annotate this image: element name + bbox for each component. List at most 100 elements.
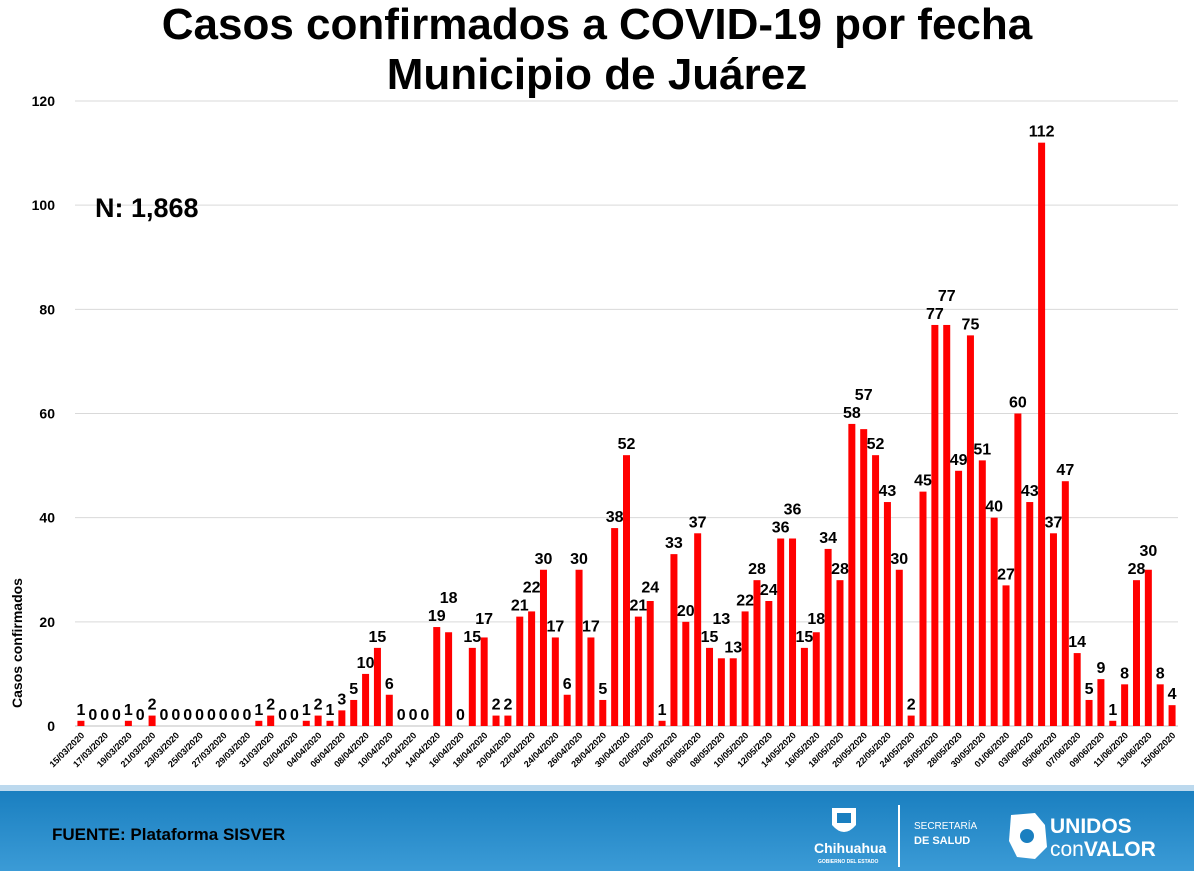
bar	[872, 455, 880, 726]
data-label: 2	[314, 697, 323, 714]
con-text: con	[1050, 838, 1084, 861]
bar	[77, 720, 85, 726]
data-label: 57	[855, 387, 873, 404]
bar	[599, 699, 607, 726]
bar	[966, 335, 974, 726]
bar	[373, 647, 381, 726]
data-label: 14	[1068, 634, 1086, 651]
title-line-2: Municipio de Juárez	[386, 50, 808, 99]
chart-title: Casos confirmados a COVID-19 por fecha M…	[0, 0, 1194, 100]
bar	[694, 533, 702, 726]
bar	[468, 647, 476, 726]
bar	[1156, 684, 1164, 726]
data-label: 17	[546, 618, 564, 635]
data-label: 5	[1085, 681, 1094, 698]
data-label: 38	[606, 509, 624, 526]
data-label: 0	[88, 707, 97, 724]
y-tick-label: 100	[32, 197, 56, 213]
data-label: 0	[112, 707, 121, 724]
data-label: 2	[503, 697, 512, 714]
bar	[789, 538, 797, 726]
bar	[516, 616, 524, 726]
data-label: 1	[124, 702, 133, 719]
bar	[824, 548, 832, 726]
bar	[528, 611, 536, 726]
data-label: 77	[926, 306, 944, 323]
bar	[848, 423, 856, 726]
data-label: 0	[171, 707, 180, 724]
data-label: 0	[231, 707, 240, 724]
data-label: 17	[582, 618, 600, 635]
data-label: 0	[409, 707, 418, 724]
data-label: 2	[492, 697, 501, 714]
data-label: 20	[677, 603, 695, 620]
bar	[753, 580, 761, 726]
data-label: 8	[1156, 665, 1165, 682]
salud-text: DE SALUD	[914, 835, 971, 847]
data-label: 19	[428, 608, 446, 625]
data-label: 2	[266, 697, 275, 714]
bar	[931, 324, 939, 726]
data-label: 33	[665, 535, 683, 552]
bar	[1085, 699, 1093, 726]
bar	[445, 632, 453, 726]
bar	[860, 429, 868, 726]
data-label: 30	[890, 551, 908, 568]
data-label: 22	[523, 580, 541, 597]
bar	[1073, 653, 1081, 726]
data-label: 13	[712, 611, 730, 628]
bar	[302, 720, 310, 726]
bar	[682, 621, 690, 726]
data-label: 24	[641, 580, 659, 597]
bar	[1026, 502, 1034, 726]
data-label: 0	[100, 707, 109, 724]
data-label: 27	[997, 566, 1015, 583]
logo-divider	[898, 805, 900, 867]
bar	[1121, 684, 1129, 726]
state-map-icon	[1009, 813, 1047, 859]
data-label: 75	[962, 316, 980, 333]
bar	[646, 601, 654, 726]
valor-text: VALOR	[1083, 838, 1156, 861]
data-label: 15	[796, 629, 814, 646]
bar	[943, 324, 951, 726]
bar	[623, 455, 630, 726]
bar	[978, 460, 986, 726]
bar	[741, 611, 749, 726]
data-label: 5	[598, 681, 607, 698]
bar	[883, 502, 891, 726]
data-label: 9	[1096, 660, 1105, 677]
data-label: 0	[219, 707, 228, 724]
data-label: 28	[748, 561, 766, 578]
bar	[670, 554, 678, 726]
data-label: 22	[736, 592, 754, 609]
bar	[765, 601, 773, 726]
bar	[1109, 720, 1117, 726]
data-label: 0	[397, 707, 406, 724]
bar	[350, 699, 358, 726]
bar	[990, 517, 998, 726]
bar	[1038, 142, 1046, 726]
bar	[385, 694, 393, 726]
data-label: 1	[302, 702, 311, 719]
y-tick-label: 80	[39, 301, 55, 317]
bar	[314, 715, 322, 726]
bar	[1049, 533, 1057, 726]
data-label: 18	[440, 590, 458, 607]
bar	[919, 491, 927, 726]
bar	[611, 528, 619, 726]
bar	[836, 580, 844, 726]
bar	[480, 637, 488, 726]
data-label: 2	[907, 697, 916, 714]
data-label: 6	[563, 676, 572, 693]
bar	[1061, 481, 1069, 726]
bar	[658, 720, 666, 726]
data-label: 13	[724, 639, 742, 656]
data-label: 60	[1009, 395, 1027, 412]
data-label: 21	[629, 598, 647, 615]
data-label: 15	[701, 629, 719, 646]
data-label: 51	[973, 441, 991, 458]
data-label: 21	[511, 598, 529, 615]
data-label: 37	[1045, 514, 1063, 531]
chihuahua-logo-text: Chihuahua	[814, 840, 887, 856]
